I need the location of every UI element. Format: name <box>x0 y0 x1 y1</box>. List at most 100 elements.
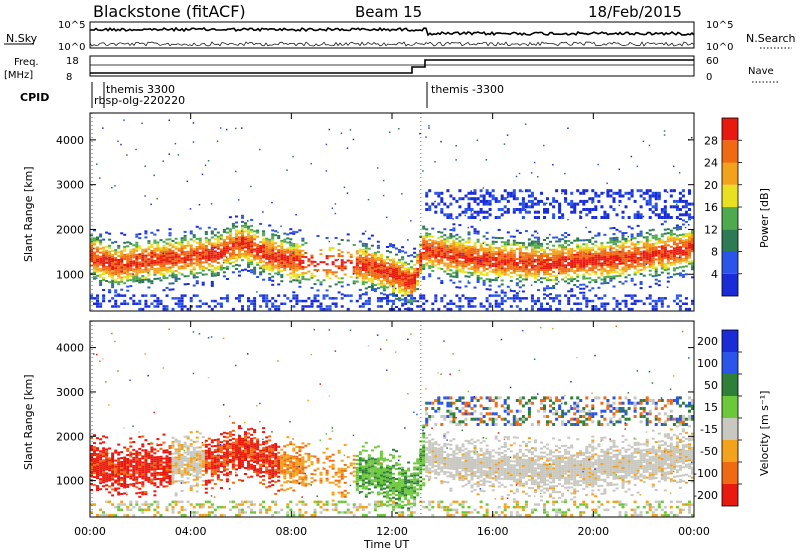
echo-cell <box>162 469 166 472</box>
echo-cell <box>612 237 616 240</box>
echo-cell <box>552 256 556 259</box>
echo-noise <box>558 272 560 274</box>
echo-cell <box>476 262 480 265</box>
echo-cell <box>268 268 272 271</box>
echo-cell <box>509 265 513 268</box>
echo-cell <box>238 297 242 300</box>
echo-cell <box>543 253 547 256</box>
echo-cell <box>624 262 628 265</box>
echo-cell <box>117 305 121 308</box>
echo-cell <box>174 494 178 497</box>
echo-noise <box>382 194 385 197</box>
echo-cell <box>588 269 592 272</box>
echo-cell <box>174 462 178 465</box>
echo-cell <box>325 307 329 311</box>
echo-cell <box>331 297 335 300</box>
echo-cell <box>108 254 112 257</box>
echo-cell <box>416 253 420 256</box>
echo-cell <box>621 244 625 247</box>
echo-noise <box>410 220 412 222</box>
echo-cell <box>138 265 142 268</box>
echo-cell <box>129 455 133 458</box>
echo-cell <box>530 256 534 259</box>
echo-cell <box>156 257 160 260</box>
echo-cell <box>407 254 411 257</box>
echo-cell <box>591 269 595 272</box>
echo-cell <box>117 263 121 266</box>
echo-cell <box>678 272 682 275</box>
echo-cell <box>573 239 577 242</box>
echo-cell <box>274 272 278 275</box>
echo-cell <box>298 249 302 252</box>
echo-cell <box>132 513 136 517</box>
echo-cell <box>147 278 151 281</box>
echo-cell <box>688 202 692 206</box>
echo-cell <box>503 210 507 214</box>
echo-cell <box>603 305 607 308</box>
echo-cell <box>150 474 154 477</box>
echo-cell <box>386 270 390 273</box>
echo-cell <box>588 263 592 266</box>
echo-cell <box>452 247 456 250</box>
echo-cell <box>195 490 199 493</box>
echo-cell <box>552 299 556 303</box>
echo-cell <box>147 442 151 445</box>
echo-cell <box>361 293 365 296</box>
echo-cell <box>564 189 568 193</box>
echo-cell <box>458 224 462 227</box>
echo-cell <box>564 264 568 267</box>
echo-cell <box>174 464 178 467</box>
echo-cell <box>162 255 166 257</box>
echo-cell <box>612 263 616 266</box>
echo-cell <box>404 251 408 254</box>
echo-cell <box>509 191 513 195</box>
echo-cell <box>289 254 293 257</box>
echo-cell <box>153 294 157 297</box>
echo-cell <box>546 269 550 272</box>
echo-cell <box>256 251 260 254</box>
echo-cell <box>419 305 423 308</box>
echo-noise <box>150 203 152 206</box>
echo-cell <box>111 284 115 287</box>
echo-cell <box>114 289 118 292</box>
echo-cell <box>555 276 559 279</box>
echo-cell <box>340 259 344 262</box>
echo-cell <box>138 473 142 476</box>
echo-cell <box>120 508 124 512</box>
echo-cell <box>361 279 365 282</box>
echo-cell <box>337 281 341 284</box>
echo-cell <box>180 247 184 250</box>
echo-noise <box>162 367 164 369</box>
echo-cell <box>691 234 695 236</box>
echo-noise <box>292 155 294 158</box>
echo-cell <box>90 248 94 251</box>
echo-cell <box>373 261 377 264</box>
echo-cell <box>624 266 628 269</box>
echo-cell <box>497 228 501 231</box>
echo-cell <box>213 266 217 269</box>
echo-cell <box>654 194 658 198</box>
echo-cell <box>627 191 631 195</box>
echo-cell <box>165 294 169 297</box>
echo-cell <box>247 299 251 303</box>
echo-cell <box>509 259 513 262</box>
echo-cell <box>256 276 260 278</box>
echo-cell <box>398 291 402 294</box>
echo-cell <box>582 273 586 276</box>
echo-cell <box>639 283 643 285</box>
echo-cell <box>274 254 278 257</box>
echo-cell <box>231 255 235 258</box>
echo-cell <box>292 242 296 245</box>
echo-cell <box>138 447 142 450</box>
echo-cell <box>159 263 163 266</box>
echo-cell <box>364 299 368 303</box>
echo-cell <box>180 508 184 512</box>
echo-cell <box>609 189 613 193</box>
echo-cell <box>189 461 193 464</box>
echo-cell <box>479 257 483 260</box>
echo-cell <box>144 467 148 470</box>
echo-cell <box>540 257 544 259</box>
echo-cell <box>156 511 160 514</box>
echo-cell <box>292 263 296 266</box>
echo-cell <box>425 264 429 267</box>
